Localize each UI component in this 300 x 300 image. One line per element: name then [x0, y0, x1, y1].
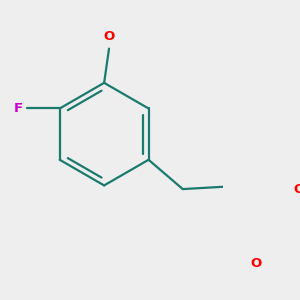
Text: O: O [250, 257, 262, 271]
Text: O: O [293, 183, 300, 196]
Text: O: O [103, 29, 115, 43]
Text: F: F [14, 102, 23, 115]
